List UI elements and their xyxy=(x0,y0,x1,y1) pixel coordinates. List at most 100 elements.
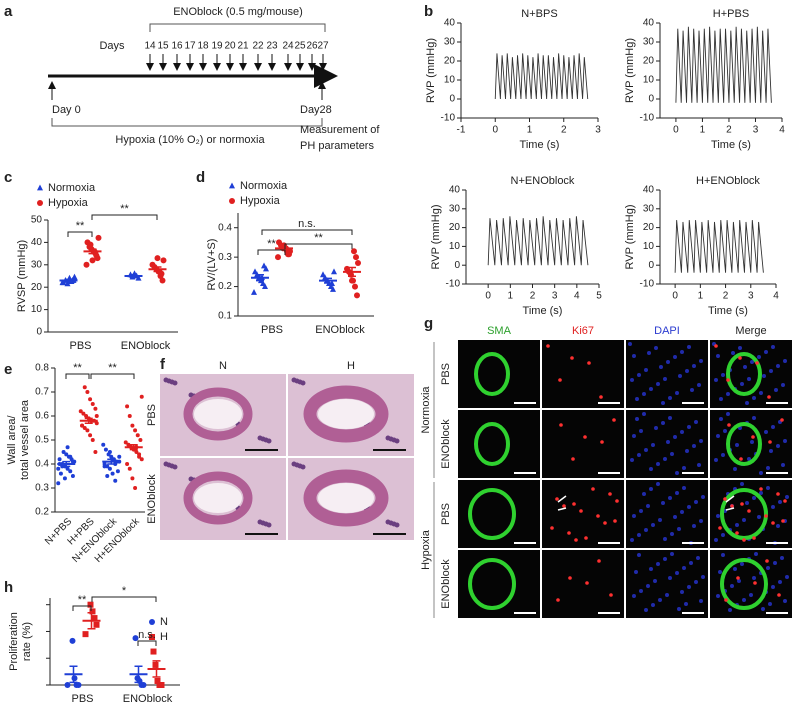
ki67-dot xyxy=(562,504,566,508)
ki67-dot xyxy=(736,576,740,580)
nucleus xyxy=(630,378,634,382)
x-tick-label: 2 xyxy=(530,291,536,302)
nucleus xyxy=(642,392,646,396)
pressure-trace xyxy=(674,220,764,273)
ki67-dot xyxy=(555,497,559,501)
nucleus xyxy=(771,505,775,509)
ki67-dot xyxy=(740,502,744,506)
point xyxy=(156,682,163,688)
nucleus xyxy=(731,351,735,355)
point xyxy=(229,182,235,189)
error-bar xyxy=(84,417,93,424)
ki67-dot xyxy=(751,435,755,439)
point xyxy=(251,288,257,295)
point xyxy=(320,271,326,278)
y-tick-label: 30 xyxy=(643,37,655,48)
nucleus xyxy=(675,491,679,495)
point xyxy=(65,445,70,450)
ki67-dot xyxy=(724,598,728,602)
nucleus xyxy=(685,369,689,373)
x-tick-label: PBS xyxy=(261,324,283,336)
y-tick-label: 40 xyxy=(643,18,655,29)
point xyxy=(82,631,89,638)
nucleus xyxy=(680,510,684,514)
nucleus xyxy=(719,397,723,401)
y-tick-label: 10 xyxy=(31,304,43,315)
x-tick-label: 3 xyxy=(748,291,754,302)
point xyxy=(229,198,235,204)
day-label: 14 xyxy=(144,41,156,52)
column-label: N xyxy=(219,360,227,372)
point xyxy=(91,615,98,622)
nucleus xyxy=(771,585,775,589)
point xyxy=(349,277,355,284)
point xyxy=(138,438,143,442)
point xyxy=(107,450,112,454)
y-tick-label: 0.7 xyxy=(35,387,49,398)
point xyxy=(65,466,70,471)
panel-label: e xyxy=(4,361,12,378)
point xyxy=(78,409,83,414)
point xyxy=(82,385,87,390)
nucleus xyxy=(771,345,775,349)
significance-label: n.s. xyxy=(138,629,156,641)
nucleus xyxy=(699,359,703,363)
nucleus xyxy=(658,598,662,602)
error-bar xyxy=(129,444,138,451)
point xyxy=(353,254,359,261)
nucleus xyxy=(658,518,662,522)
ki67-dot xyxy=(587,361,591,365)
error-bar xyxy=(88,248,97,255)
point xyxy=(93,406,98,411)
nucleus xyxy=(781,383,785,387)
nucleus xyxy=(651,603,655,607)
point xyxy=(149,634,155,640)
nucleus xyxy=(653,579,657,583)
nucleus xyxy=(394,438,400,444)
nucleus xyxy=(637,373,641,377)
point xyxy=(83,261,90,268)
y-tick-label: 30 xyxy=(643,203,655,214)
point xyxy=(154,255,161,262)
ki67-dot xyxy=(723,497,727,501)
nucleus xyxy=(780,556,784,560)
ki67-dot xyxy=(753,581,757,585)
row-label: PBS xyxy=(440,363,452,385)
y-tick-label: 0 xyxy=(648,94,654,105)
nucleus xyxy=(740,382,744,386)
nucleus xyxy=(769,369,773,373)
ki67-dot xyxy=(776,492,780,496)
significance-bracket xyxy=(67,231,93,237)
ki67-dot xyxy=(764,514,768,518)
sma-ring xyxy=(474,352,510,396)
group-label: Normoxia xyxy=(420,386,432,434)
point xyxy=(154,677,161,684)
x-tick-label: ENOblock xyxy=(123,693,173,705)
ki67-dot xyxy=(572,502,576,506)
nucleus xyxy=(692,444,696,448)
fluorescence-image xyxy=(542,550,624,618)
ki67-dot xyxy=(591,487,595,491)
x-tick-label: ENOblock xyxy=(315,324,365,336)
nucleus xyxy=(682,466,686,470)
nucleus xyxy=(656,382,660,386)
point xyxy=(102,464,107,469)
point xyxy=(70,474,75,478)
point xyxy=(127,414,132,418)
nucleus xyxy=(687,505,691,509)
point xyxy=(125,462,130,466)
significance-bracket xyxy=(257,249,286,255)
point xyxy=(160,257,167,264)
nucleus xyxy=(766,486,770,490)
y-tick-label: 20 xyxy=(449,222,461,233)
nucleus xyxy=(697,383,701,387)
nucleus xyxy=(696,556,700,560)
fluorescence-image xyxy=(458,340,540,408)
significance-bracket xyxy=(261,229,353,235)
ki67-dot xyxy=(771,521,775,525)
point xyxy=(87,601,94,608)
point xyxy=(85,390,90,394)
point xyxy=(355,260,361,267)
y-tick-label: 0.2 xyxy=(218,281,232,292)
point xyxy=(64,682,71,688)
